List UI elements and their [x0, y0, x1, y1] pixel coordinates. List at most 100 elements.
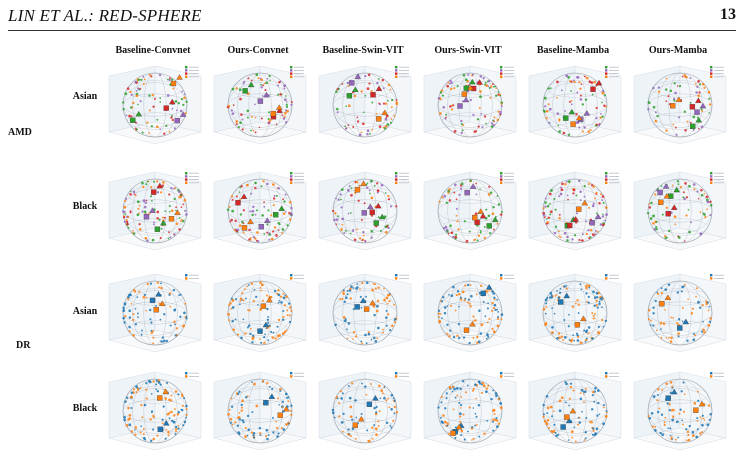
embedding-point — [458, 305, 460, 308]
embedding-point — [346, 289, 349, 292]
embedding-point — [493, 303, 497, 307]
prototype-marker — [268, 393, 276, 399]
embedding-point — [571, 436, 574, 439]
embedding-point — [677, 335, 680, 338]
sphere-meridian — [342, 178, 388, 244]
embedding-point — [485, 208, 488, 211]
embedding-point — [654, 425, 657, 428]
embedding-point — [253, 289, 256, 291]
embedding-point — [338, 402, 340, 404]
legend-swatch — [710, 69, 713, 72]
embedding-point — [127, 406, 130, 410]
legend-entry-line — [609, 372, 619, 374]
embedding-point — [441, 196, 444, 199]
embedding-point — [672, 415, 675, 418]
embedding-point — [448, 386, 452, 389]
embedding-point — [594, 386, 597, 390]
legend-entry-line — [504, 274, 514, 276]
embedding-point — [648, 416, 652, 420]
legend-entry-line — [399, 66, 409, 68]
legend-swatch — [500, 178, 503, 181]
cluster-center-marker — [570, 121, 576, 127]
embedding-point — [174, 433, 177, 436]
sphere-plot-svg — [528, 371, 622, 451]
prototype-marker — [699, 102, 707, 109]
embedding-point — [267, 321, 270, 324]
embedding-point — [388, 406, 391, 409]
embedding-point — [584, 387, 587, 390]
embedding-point — [672, 317, 674, 319]
embedding-point — [548, 192, 552, 196]
embedding-point — [184, 112, 187, 115]
axis-pane — [318, 371, 366, 439]
cluster-center-marker — [658, 199, 664, 205]
embedding-point — [660, 287, 663, 290]
embedding-point — [387, 83, 391, 87]
embedding-point — [570, 382, 573, 385]
embedding-point — [697, 390, 699, 393]
embedding-point — [360, 131, 363, 134]
embedding-point — [573, 80, 576, 84]
embedding-point — [475, 182, 478, 185]
legend-swatch — [605, 175, 608, 178]
embedding-point — [661, 433, 665, 437]
embedding-point — [592, 315, 595, 317]
embedding-point — [546, 406, 550, 410]
prototype-marker — [563, 292, 570, 299]
embedding-point — [438, 320, 441, 324]
embedding-point — [658, 407, 661, 410]
legend-swatch — [290, 277, 293, 280]
embedding-point — [461, 129, 464, 132]
embedding-point — [544, 205, 547, 208]
embedding-point — [555, 434, 558, 437]
embedding-point — [663, 421, 666, 424]
embedding-point — [168, 417, 171, 420]
prototype-marker — [569, 407, 577, 414]
cluster-center-marker — [560, 424, 566, 430]
embedding-point — [232, 328, 236, 332]
embedding-point — [281, 406, 284, 409]
embedding-point — [250, 129, 252, 132]
embedding-point — [141, 131, 144, 134]
embedding-point — [132, 190, 136, 194]
embedding-point — [584, 437, 587, 440]
embedding-point — [656, 114, 659, 118]
embedding-point — [279, 93, 282, 96]
embedding-point — [579, 190, 582, 193]
embedding-point — [337, 87, 340, 90]
embedding-point — [463, 220, 466, 223]
embedding-point — [581, 239, 584, 242]
embedding-point — [652, 324, 655, 327]
embedding-point — [573, 234, 577, 237]
embedding-point — [356, 283, 359, 285]
embedding-point — [377, 78, 380, 80]
embedding-point — [456, 334, 459, 337]
embedding-point — [174, 427, 178, 431]
embedding-point — [563, 336, 567, 339]
embedding-point — [249, 332, 252, 336]
embedding-point — [587, 284, 591, 288]
embedding-point — [461, 123, 463, 126]
embedding-point — [492, 429, 495, 432]
embedding-point — [134, 80, 138, 84]
sphere-latitude — [542, 188, 608, 234]
embedding-point — [353, 94, 357, 98]
legend-entry-line — [504, 278, 514, 279]
sphere-plot-svg — [108, 273, 202, 353]
embedding-point — [666, 402, 669, 405]
legend-entry-line — [189, 172, 199, 174]
prototype-marker — [360, 180, 367, 186]
embedding-point — [160, 227, 163, 230]
embedding-point — [266, 182, 269, 186]
embedding-point — [393, 412, 396, 415]
embedding-point — [287, 400, 290, 403]
embedding-point — [594, 313, 596, 316]
embedding-point — [374, 283, 376, 286]
embedding-point — [688, 424, 691, 428]
embedding-point — [264, 333, 266, 336]
embedding-point — [482, 300, 485, 303]
embedding-point — [646, 211, 650, 215]
embedding-point — [486, 321, 489, 324]
embedding-point — [459, 407, 462, 409]
embedding-point — [359, 295, 362, 298]
